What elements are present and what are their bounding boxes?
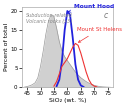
Text: Mount Hood: Mount Hood bbox=[68, 4, 114, 12]
Text: Mount St Helens: Mount St Helens bbox=[77, 27, 122, 42]
Text: Subduction-related
Volcanic rocks (x3): Subduction-related Volcanic rocks (x3) bbox=[26, 13, 73, 24]
Text: c: c bbox=[103, 11, 108, 20]
Y-axis label: Percent of total: Percent of total bbox=[4, 23, 9, 71]
X-axis label: SiO₂ (wt. %): SiO₂ (wt. %) bbox=[49, 98, 86, 103]
